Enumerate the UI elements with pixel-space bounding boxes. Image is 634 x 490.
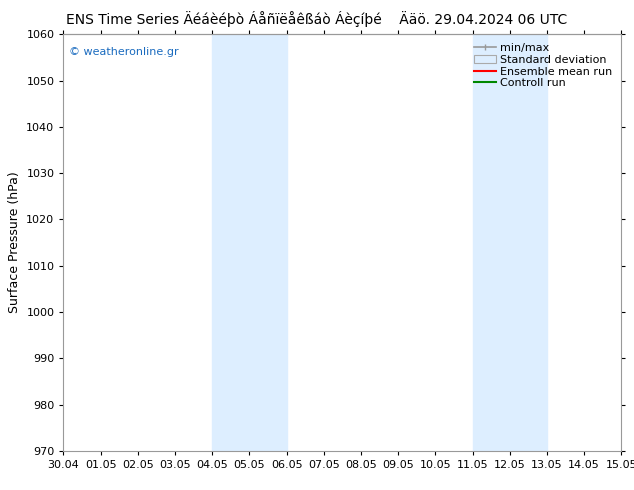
Text: ENS Time Series Äéáèéþò Áåñïëåêßáò Áèçíþé    Ääö. 29.04.2024 06 UTC: ENS Time Series Äéáèéþò Áåñïëåêßáò Áèçíþ… (67, 11, 567, 27)
Legend: min/max, Standard deviation, Ensemble mean run, Controll run: min/max, Standard deviation, Ensemble me… (470, 40, 616, 92)
Text: © weatheronline.gr: © weatheronline.gr (69, 47, 179, 57)
Y-axis label: Surface Pressure (hPa): Surface Pressure (hPa) (8, 172, 21, 314)
Bar (212, 34, 287, 451)
Bar (472, 34, 547, 451)
